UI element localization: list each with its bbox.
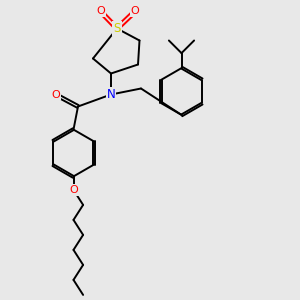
Text: N: N <box>106 88 116 101</box>
Text: O: O <box>96 6 105 16</box>
Text: O: O <box>130 6 140 16</box>
Text: O: O <box>51 89 60 100</box>
Text: O: O <box>69 185 78 195</box>
Text: S: S <box>113 22 121 35</box>
